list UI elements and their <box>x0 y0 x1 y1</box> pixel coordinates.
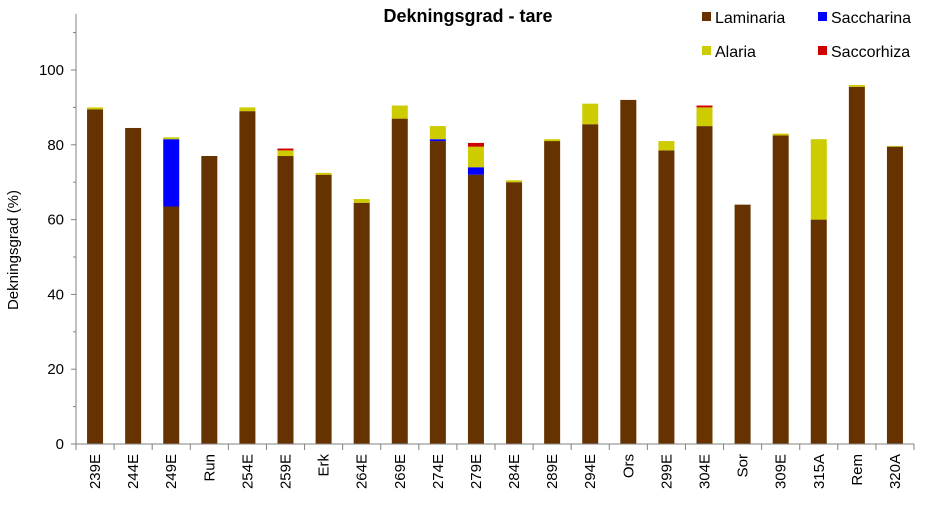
x-tick-label-284E: 284E <box>506 454 523 489</box>
x-tick-label-Run: Run <box>201 454 218 482</box>
bar-alaria-289E <box>544 139 561 142</box>
y-tick-label: 20 <box>47 361 64 378</box>
bar-laminaria-249E <box>163 206 180 444</box>
bar-laminaria-Rem <box>848 86 865 444</box>
x-tick-label-254E: 254E <box>239 454 256 489</box>
bar-laminaria-Sor <box>734 204 751 444</box>
legend-swatch-saccorhiza <box>818 46 827 55</box>
bar-laminaria-289E <box>544 141 561 444</box>
bar-saccharina-279E <box>467 167 484 175</box>
plot-area <box>87 84 903 445</box>
bar-laminaria-274E <box>429 141 446 444</box>
bar-laminaria-284E <box>506 182 523 444</box>
x-tick-label-Ors: Ors <box>620 454 637 478</box>
x-tick-label-279E: 279E <box>468 454 485 489</box>
legend-swatch-alaria <box>702 46 711 55</box>
bar-alaria-315A <box>810 139 827 220</box>
bar-laminaria-320A <box>886 146 903 445</box>
bar-saccorhiza-259E <box>277 148 294 151</box>
bar-saccharina-249E <box>163 139 180 207</box>
bar-laminaria-239E <box>87 109 104 445</box>
legend-swatch-laminaria <box>702 12 711 21</box>
y-tick-label: 80 <box>47 137 64 154</box>
legend-label-saccharina: Saccharina <box>831 10 911 27</box>
bar-laminaria-309E <box>772 135 789 444</box>
bar-alaria-284E <box>506 180 523 183</box>
x-tick-label-315A: 315A <box>811 454 828 489</box>
bar-laminaria-299E <box>658 150 675 444</box>
bar-laminaria-Erk <box>315 174 332 444</box>
bar-alaria-239E <box>87 107 104 110</box>
legend-label-alaria: Alaria <box>715 44 756 61</box>
bar-alaria-254E <box>239 107 256 112</box>
y-tick-label: 40 <box>47 286 64 303</box>
bar-alaria-269E <box>391 105 408 119</box>
x-tick-label-320A: 320A <box>887 454 904 489</box>
bar-alaria-264E <box>353 199 370 203</box>
bar-laminaria-304E <box>696 126 713 444</box>
bar-alaria-Erk <box>315 172 332 175</box>
chart-title: Dekningsgrad - tare <box>383 6 552 26</box>
bar-alaria-274E <box>429 126 446 140</box>
x-tick-label-274E: 274E <box>430 454 447 489</box>
x-tick-label-269E: 269E <box>392 454 409 489</box>
y-tick-label: 0 <box>56 436 64 453</box>
bar-alaria-320A <box>886 145 903 147</box>
x-tick-label-249E: 249E <box>163 454 180 489</box>
legend-label-laminaria: Laminaria <box>715 10 785 27</box>
bar-laminaria-259E <box>277 156 294 444</box>
bar-laminaria-279E <box>467 174 484 444</box>
bar-laminaria-315A <box>810 219 827 444</box>
x-tick-label-299E: 299E <box>658 454 675 489</box>
legend-label-saccorhiza: Saccorhiza <box>831 44 910 61</box>
x-tick-label-309E: 309E <box>773 454 790 489</box>
bar-alaria-309E <box>772 133 789 136</box>
bar-laminaria-269E <box>391 118 408 445</box>
y-tick-label: 100 <box>39 62 64 79</box>
bar-alaria-Rem <box>848 84 865 87</box>
bar-laminaria-254E <box>239 111 256 444</box>
bar-laminaria-264E <box>353 202 370 444</box>
x-tick-label-Erk: Erk <box>316 454 333 477</box>
bar-alaria-279E <box>467 146 484 168</box>
bar-alaria-249E <box>163 137 180 140</box>
bar-alaria-259E <box>277 150 294 157</box>
bar-laminaria-244E <box>125 127 142 444</box>
bar-saccorhiza-304E <box>696 105 713 108</box>
bar-saccharina-274E <box>429 139 446 142</box>
bar-alaria-304E <box>696 107 713 127</box>
bar-alaria-294E <box>582 103 599 125</box>
x-tick-label-259E: 259E <box>278 454 295 489</box>
x-tick-label-289E: 289E <box>544 454 561 489</box>
x-tick-label-304E: 304E <box>697 454 714 489</box>
y-axis-label: Dekningsgrad (%) <box>5 190 22 310</box>
x-tick-label-294E: 294E <box>582 454 599 489</box>
x-tick-label-Rem: Rem <box>849 454 866 486</box>
x-tick-label-244E: 244E <box>125 454 142 489</box>
bar-laminaria-294E <box>582 124 599 444</box>
y-tick-label: 60 <box>47 212 64 229</box>
legend: Laminaria Saccharina Alaria Saccorhiza <box>702 10 911 61</box>
axes: 0 20 40 60 80 100 239E 244E 249E Run 254E 259E Erk 26… <box>39 13 915 489</box>
x-tick-label-264E: 264E <box>354 454 371 489</box>
bar-alaria-299E <box>658 141 675 151</box>
x-tick-label-239E: 239E <box>87 454 104 489</box>
bar-laminaria-Run <box>201 156 218 444</box>
x-tick-label-Sor: Sor <box>735 454 752 477</box>
bar-laminaria-Ors <box>620 99 637 445</box>
bar-saccorhiza-279E <box>467 142 484 147</box>
legend-swatch-saccharina <box>818 12 827 21</box>
